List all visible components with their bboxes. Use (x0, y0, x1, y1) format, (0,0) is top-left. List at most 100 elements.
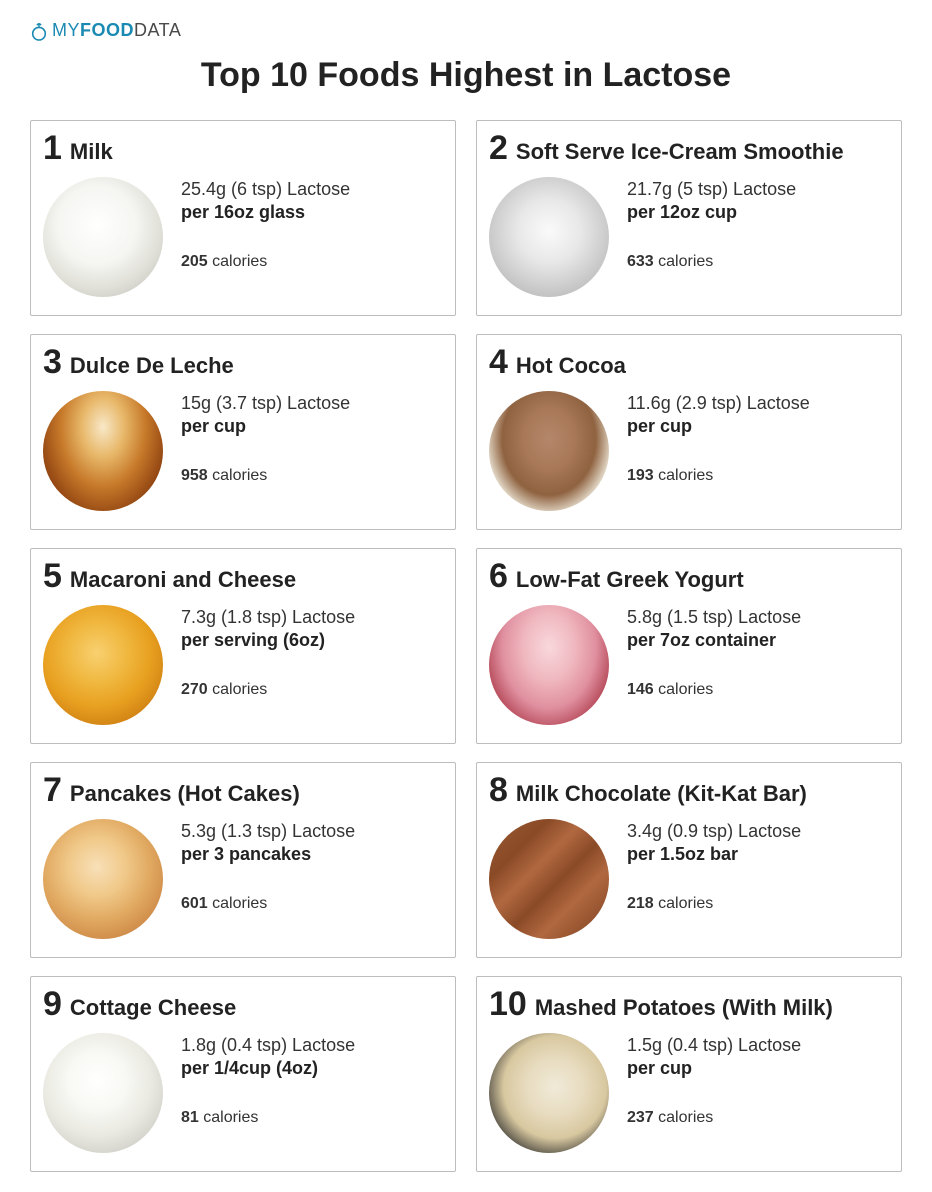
card-body: 5.3g (1.3 tsp) Lactose per 3 pancakes 60… (43, 819, 443, 939)
serving-size: per 12oz cup (627, 202, 796, 223)
calories: 193 calories (627, 467, 810, 485)
rank-number: 7 (43, 773, 62, 807)
card-header: 3 Dulce De Leche (43, 345, 443, 379)
card-body: 7.3g (1.8 tsp) Lactose per serving (6oz)… (43, 605, 443, 725)
serving-size: per 1/4cup (4oz) (181, 1058, 355, 1079)
serving-size: per 16oz glass (181, 202, 350, 223)
calories: 601 calories (181, 895, 355, 913)
food-info: 5.3g (1.3 tsp) Lactose per 3 pancakes 60… (181, 819, 355, 913)
food-thumbnail (43, 177, 163, 297)
lactose-amount: 5.3g (1.3 tsp) Lactose (181, 821, 355, 842)
calories: 146 calories (627, 681, 801, 699)
site-logo[interactable]: MYFOODDATA (30, 20, 902, 41)
food-info: 7.3g (1.8 tsp) Lactose per serving (6oz)… (181, 605, 355, 699)
food-name: Soft Serve Ice-Cream Smoothie (516, 139, 844, 165)
lactose-amount: 11.6g (2.9 tsp) Lactose (627, 393, 810, 414)
food-card: 7 Pancakes (Hot Cakes) 5.3g (1.3 tsp) La… (30, 762, 456, 958)
card-body: 1.5g (0.4 tsp) Lactose per cup 237 calor… (489, 1033, 889, 1153)
food-thumbnail (43, 1033, 163, 1153)
card-body: 5.8g (1.5 tsp) Lactose per 7oz container… (489, 605, 889, 725)
card-header: 1 Milk (43, 131, 443, 165)
food-thumbnail (43, 605, 163, 725)
food-name: Dulce De Leche (70, 353, 234, 379)
card-body: 11.6g (2.9 tsp) Lactose per cup 193 calo… (489, 391, 889, 511)
calories: 633 calories (627, 253, 796, 271)
apple-icon (30, 21, 48, 41)
food-card: 3 Dulce De Leche 15g (3.7 tsp) Lactose p… (30, 334, 456, 530)
rank-number: 4 (489, 345, 508, 379)
lactose-amount: 7.3g (1.8 tsp) Lactose (181, 607, 355, 628)
rank-number: 6 (489, 559, 508, 593)
card-body: 25.4g (6 tsp) Lactose per 16oz glass 205… (43, 177, 443, 297)
serving-size: per 7oz container (627, 630, 801, 651)
rank-number: 3 (43, 345, 62, 379)
card-header: 8 Milk Chocolate (Kit-Kat Bar) (489, 773, 889, 807)
food-grid: 1 Milk 25.4g (6 tsp) Lactose per 16oz gl… (30, 120, 902, 1172)
card-body: 3.4g (0.9 tsp) Lactose per 1.5oz bar 218… (489, 819, 889, 939)
food-thumbnail (489, 391, 609, 511)
card-header: 9 Cottage Cheese (43, 987, 443, 1021)
food-info: 3.4g (0.9 tsp) Lactose per 1.5oz bar 218… (627, 819, 801, 913)
food-card: 9 Cottage Cheese 1.8g (0.4 tsp) Lactose … (30, 976, 456, 1172)
card-body: 21.7g (5 tsp) Lactose per 12oz cup 633 c… (489, 177, 889, 297)
rank-number: 1 (43, 131, 62, 165)
food-card: 4 Hot Cocoa 11.6g (2.9 tsp) Lactose per … (476, 334, 902, 530)
lactose-amount: 3.4g (0.9 tsp) Lactose (627, 821, 801, 842)
lactose-amount: 21.7g (5 tsp) Lactose (627, 179, 796, 200)
calories: 958 calories (181, 467, 350, 485)
food-thumbnail (489, 177, 609, 297)
rank-number: 2 (489, 131, 508, 165)
rank-number: 5 (43, 559, 62, 593)
card-header: 7 Pancakes (Hot Cakes) (43, 773, 443, 807)
lactose-amount: 1.5g (0.4 tsp) Lactose (627, 1035, 801, 1056)
food-name: Milk Chocolate (Kit-Kat Bar) (516, 781, 807, 807)
food-thumbnail (489, 605, 609, 725)
serving-size: per cup (181, 416, 350, 437)
food-card: 1 Milk 25.4g (6 tsp) Lactose per 16oz gl… (30, 120, 456, 316)
food-card: 6 Low-Fat Greek Yogurt 5.8g (1.5 tsp) La… (476, 548, 902, 744)
food-name: Hot Cocoa (516, 353, 626, 379)
food-info: 11.6g (2.9 tsp) Lactose per cup 193 calo… (627, 391, 810, 485)
food-name: Milk (70, 139, 113, 165)
calories: 237 calories (627, 1109, 801, 1127)
calories: 218 calories (627, 895, 801, 913)
serving-size: per cup (627, 416, 810, 437)
food-info: 21.7g (5 tsp) Lactose per 12oz cup 633 c… (627, 177, 796, 271)
serving-size: per serving (6oz) (181, 630, 355, 651)
serving-size: per 3 pancakes (181, 844, 355, 865)
food-thumbnail (43, 819, 163, 939)
food-thumbnail (43, 391, 163, 511)
rank-number: 8 (489, 773, 508, 807)
card-body: 1.8g (0.4 tsp) Lactose per 1/4cup (4oz) … (43, 1033, 443, 1153)
food-card: 10 Mashed Potatoes (With Milk) 1.5g (0.4… (476, 976, 902, 1172)
food-card: 2 Soft Serve Ice-Cream Smoothie 21.7g (5… (476, 120, 902, 316)
card-header: 10 Mashed Potatoes (With Milk) (489, 987, 889, 1021)
card-header: 2 Soft Serve Ice-Cream Smoothie (489, 131, 889, 165)
card-body: 15g (3.7 tsp) Lactose per cup 958 calori… (43, 391, 443, 511)
logo-text: MYFOODDATA (52, 20, 181, 41)
card-header: 5 Macaroni and Cheese (43, 559, 443, 593)
page-title: Top 10 Foods Highest in Lactose (30, 56, 902, 95)
food-name: Cottage Cheese (70, 995, 236, 1021)
lactose-amount: 15g (3.7 tsp) Lactose (181, 393, 350, 414)
lactose-amount: 25.4g (6 tsp) Lactose (181, 179, 350, 200)
food-name: Macaroni and Cheese (70, 567, 296, 593)
food-name: Mashed Potatoes (With Milk) (535, 995, 833, 1021)
card-header: 6 Low-Fat Greek Yogurt (489, 559, 889, 593)
calories: 270 calories (181, 681, 355, 699)
food-info: 15g (3.7 tsp) Lactose per cup 958 calori… (181, 391, 350, 485)
food-name: Pancakes (Hot Cakes) (70, 781, 300, 807)
calories: 205 calories (181, 253, 350, 271)
food-info: 1.8g (0.4 tsp) Lactose per 1/4cup (4oz) … (181, 1033, 355, 1127)
serving-size: per 1.5oz bar (627, 844, 801, 865)
rank-number: 10 (489, 987, 527, 1021)
food-info: 1.5g (0.4 tsp) Lactose per cup 237 calor… (627, 1033, 801, 1127)
lactose-amount: 5.8g (1.5 tsp) Lactose (627, 607, 801, 628)
rank-number: 9 (43, 987, 62, 1021)
food-card: 8 Milk Chocolate (Kit-Kat Bar) 3.4g (0.9… (476, 762, 902, 958)
food-card: 5 Macaroni and Cheese 7.3g (1.8 tsp) Lac… (30, 548, 456, 744)
food-name: Low-Fat Greek Yogurt (516, 567, 744, 593)
calories: 81 calories (181, 1109, 355, 1127)
food-thumbnail (489, 1033, 609, 1153)
serving-size: per cup (627, 1058, 801, 1079)
